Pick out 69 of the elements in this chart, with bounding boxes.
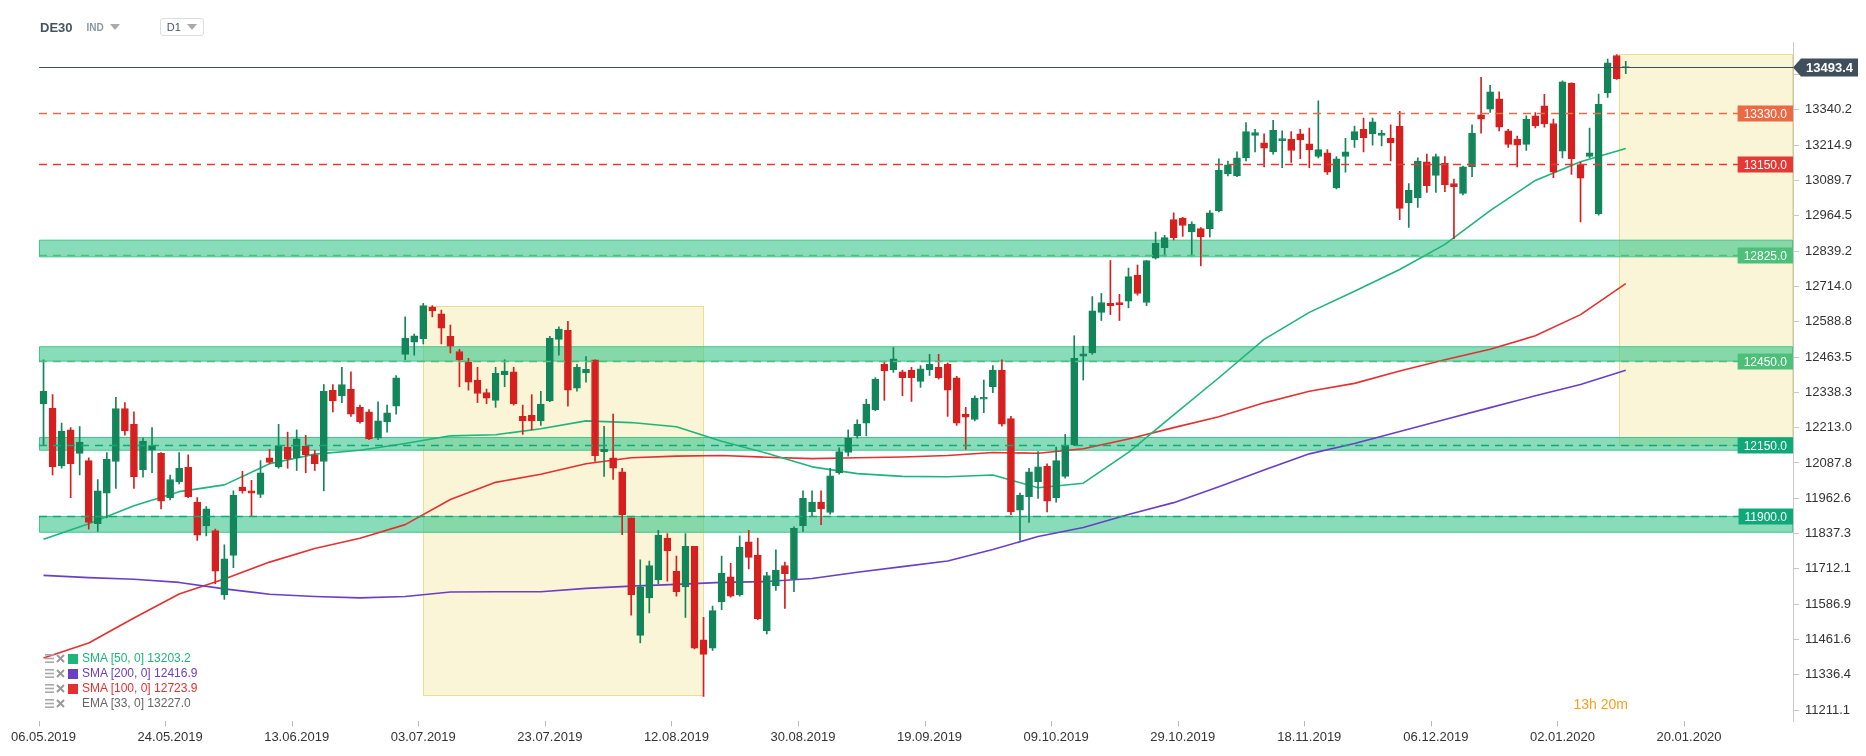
annotation: EMA [33, 0] 13227.0: [82, 696, 191, 712]
annotation: 13h 20m: [1573, 696, 1628, 712]
candlestick: [582, 356, 590, 383]
x-tick-label: 12.08.2019: [643, 728, 709, 744]
text: D1: [159, 18, 204, 36]
x-tick-label: 23.07.2019: [517, 728, 583, 744]
ref-line-label: 11900.0: [1744, 509, 1788, 524]
ref-line-label: 12825.0: [1743, 248, 1788, 263]
candlestick: [609, 413, 617, 480]
candlestick: [75, 426, 84, 476]
y-tick-label: 12964.5: [1805, 207, 1853, 223]
x-tick-label: 19.09.2019: [897, 728, 963, 744]
candlestick: [1513, 135, 1522, 168]
x-tick-label: 29.10.2019: [1150, 728, 1216, 744]
candlestick: [600, 425, 608, 477]
y-tick-label: 12588.8: [1805, 313, 1853, 329]
y-tick-label: 11712.1: [1805, 560, 1852, 576]
y-tick-label: 11461.6: [1805, 631, 1852, 647]
y-tick-label: 12338.3: [1805, 383, 1853, 399]
candlestick: [781, 561, 789, 609]
candlestick: [817, 490, 825, 525]
ref-line-label: 13150.0: [1743, 157, 1788, 172]
candlestick: [148, 427, 156, 474]
y-tick-label: 11336.4: [1805, 666, 1852, 682]
y-tick-label: 12087.8: [1805, 454, 1853, 470]
candlestick: [1305, 127, 1314, 169]
candlestick: [527, 394, 536, 431]
candlestick: [1251, 129, 1259, 153]
candlestick: [518, 404, 527, 435]
y-tick-label: 13089.7: [1805, 172, 1853, 188]
candlestick: [1260, 133, 1268, 168]
chart-subtitle: IND: [86, 21, 104, 33]
candlestick: [1278, 130, 1287, 169]
y-tick-label: 11837.3: [1805, 525, 1852, 541]
candlestick: [1296, 129, 1305, 160]
x-tick-label: 20.01.2020: [1656, 728, 1722, 744]
candlestick: [1386, 124, 1395, 162]
candlestick: [1477, 76, 1485, 134]
x-tick-label: 09.10.2019: [1023, 728, 1089, 744]
y-tick-label: 11586.9: [1805, 595, 1852, 611]
legend-label: SMA [100, 0] 12723.9: [82, 681, 198, 697]
candlestick: [979, 379, 988, 414]
candlestick: [1196, 227, 1205, 267]
chart-title: DE30: [40, 19, 73, 35]
x-tick-label: 13.06.2019: [264, 728, 330, 744]
x-tick-label: 06.05.2019: [10, 728, 77, 744]
y-tick-label: 13214.9: [1805, 136, 1853, 152]
y-tick-label: 11962.6: [1805, 489, 1852, 505]
x-tick-label: 06.12.2019: [1403, 728, 1469, 744]
x-tick-label: 03.07.2019: [390, 728, 456, 744]
y-tick-label: 13340.2: [1805, 101, 1853, 117]
y-tick-label: 12714.0: [1805, 277, 1853, 293]
candlestick: [961, 407, 970, 450]
legend-label: SMA [50, 0] 13203.2: [82, 651, 191, 667]
x-tick-label: 24.05.2019: [137, 728, 203, 744]
x-tick-label: 18.11.2019: [1277, 728, 1342, 744]
y-tick-label: 11211.1: [1805, 701, 1851, 717]
y-tick-label: 12839.2: [1805, 242, 1853, 258]
legend-label: SMA [200, 0] 12416.9: [82, 666, 198, 682]
y-tick-label: 12463.5: [1805, 348, 1853, 364]
ref-line-label: 13493.4: [1806, 60, 1854, 76]
candlestick: [1450, 178, 1458, 240]
ref-line-label: 13330.0: [1743, 106, 1788, 121]
ref-line-label: 12150.0: [1743, 438, 1788, 453]
ref-line-label: 12450.0: [1743, 354, 1788, 369]
y-tick-label: 12213.0: [1805, 419, 1853, 435]
candlestick: [1079, 345, 1088, 381]
x-tick-label: 02.01.2020: [1529, 728, 1595, 744]
x-tick-label: 30.08.2019: [770, 728, 836, 744]
